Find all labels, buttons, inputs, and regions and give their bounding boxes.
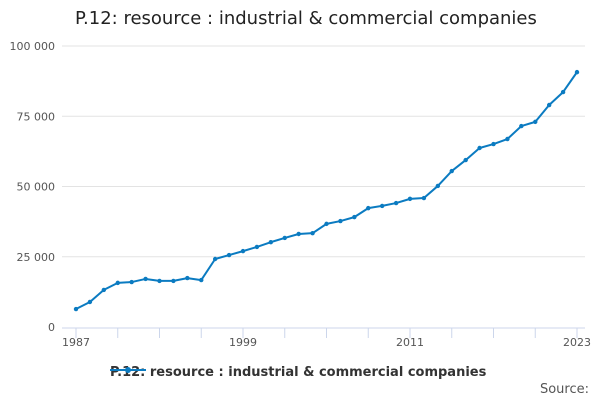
data-point: [115, 280, 120, 286]
chart-title: P.12: resource : industrial & commercial…: [75, 8, 537, 29]
data-point: [199, 277, 204, 283]
data-point: [254, 244, 260, 250]
y-tick-label: 100 000: [10, 40, 56, 53]
data-point: [379, 203, 385, 209]
data-point: [87, 299, 93, 305]
data-point: [171, 278, 176, 284]
data-point: [505, 136, 510, 142]
data-point: [421, 195, 427, 201]
data-point: [491, 141, 496, 147]
data-point: [143, 276, 148, 282]
data-point: [157, 278, 162, 284]
x-tick-label: 2011: [396, 336, 424, 349]
data-point: [73, 306, 79, 312]
data-point: [546, 102, 552, 108]
data-point: [240, 248, 246, 254]
legend-line-marker-icon: [110, 367, 146, 373]
data-point: [393, 200, 399, 206]
data-point: [366, 205, 371, 211]
data-point: [519, 123, 524, 129]
data-point: [282, 235, 287, 241]
legend[interactable]: P.12: resource : industrial & commercial…: [110, 365, 486, 380]
data-point: [338, 218, 343, 224]
x-tick-label: 1999: [229, 336, 257, 349]
y-tick-label: 0: [48, 321, 55, 334]
y-tick-label: 50 000: [17, 181, 56, 194]
data-point: [533, 119, 538, 125]
data-point: [435, 183, 441, 189]
data-point: [449, 168, 454, 174]
y-tick-label: 75 000: [17, 110, 56, 123]
x-tick-label: 1987: [62, 336, 90, 349]
data-point: [129, 279, 134, 285]
data-point: [226, 252, 232, 258]
data-point: [185, 275, 190, 281]
data-point: [310, 230, 315, 236]
y-tick-label: 25 000: [17, 251, 56, 264]
data-point: [463, 157, 468, 163]
x-tick-label: 2023: [563, 336, 591, 349]
data-point: [407, 196, 413, 202]
data-point: [574, 69, 580, 75]
legend-label: P.12: resource : industrial & commercial…: [110, 365, 487, 380]
data-point: [101, 287, 107, 293]
data-point: [212, 256, 218, 262]
data-point: [352, 214, 357, 220]
series-line: [75, 71, 578, 310]
data-point: [268, 239, 274, 245]
data-point: [477, 145, 482, 151]
data-point: [296, 231, 301, 237]
data-point: [324, 221, 329, 227]
source-label: Source:: [539, 382, 589, 397]
data-point: [560, 89, 566, 95]
